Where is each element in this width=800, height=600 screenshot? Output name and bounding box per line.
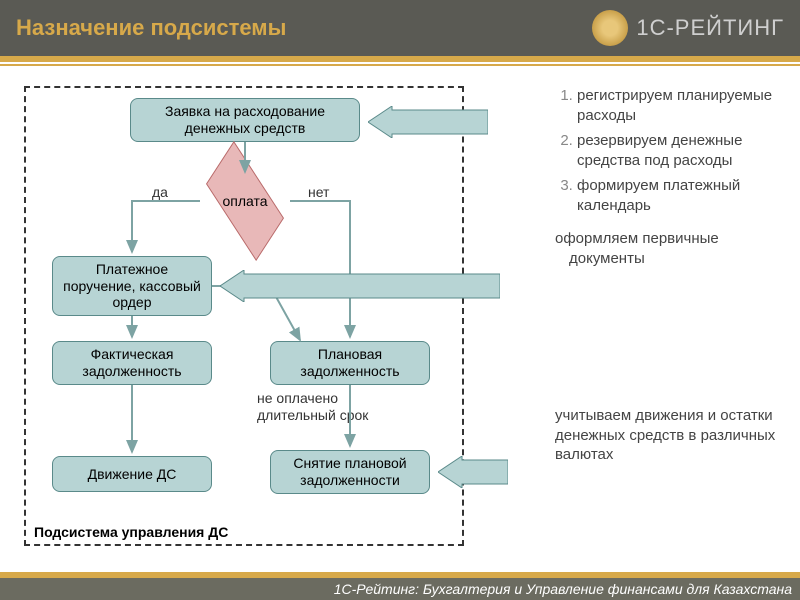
header-right: 1С-РЕЙТИНГ <box>592 10 784 46</box>
page-title: Назначение подсистемы <box>16 15 286 41</box>
big-arrow-3 <box>438 456 508 488</box>
edge-yes: да <box>152 184 168 200</box>
divider-gold <box>0 56 800 62</box>
side-text-1: оформляем первичные документы <box>569 229 790 268</box>
edge-no: нет <box>308 184 329 200</box>
big-arrow-1 <box>368 106 488 138</box>
node-payment-order: Платежное поручение, кассовый ордер <box>52 256 212 316</box>
node-planned-debt: Плановая задолженность <box>270 341 430 385</box>
node-decision: оплата <box>200 176 290 226</box>
node-request: Заявка на расходование денежных средств <box>130 98 360 142</box>
big-arrow-2 <box>220 270 500 302</box>
list-item: регистрируем планируемые расходы <box>577 86 790 125</box>
list-item: формируем платежный календарь <box>577 176 790 215</box>
brand-name: 1С-РЕЙТИНГ <box>636 15 784 41</box>
brand-logo-icon <box>592 10 628 46</box>
footer-text: 1С-Рейтинг: Бухгалтерия и Управление фин… <box>334 581 792 597</box>
steps-list: регистрируем планируемые расходы резерви… <box>555 86 790 215</box>
header: Назначение подсистемы 1С-РЕЙТИНГ <box>0 0 800 56</box>
list-item: резервируем денежные средства под расход… <box>577 131 790 170</box>
frame-label: Подсистема управления ДС <box>34 524 228 540</box>
footer-bar: 1С-Рейтинг: Бухгалтерия и Управление фин… <box>0 578 800 600</box>
content: Подсистема управления ДС Заявка на расхо… <box>0 66 800 570</box>
footer: 1С-Рейтинг: Бухгалтерия и Управление фин… <box>0 572 800 600</box>
diamond-label: оплата <box>200 176 290 226</box>
edge-not-paid: не оплачено длительный срок <box>257 390 417 424</box>
node-remove-planned: Снятие плановой задолженности <box>270 450 430 494</box>
side-text-2: учитываем движения и остатки денежных ср… <box>555 406 790 465</box>
node-actual-debt: Фактическая задолженность <box>52 341 212 385</box>
right-panel: регистрируем планируемые расходы резерви… <box>555 86 790 268</box>
node-movement: Движение ДС <box>52 456 212 492</box>
